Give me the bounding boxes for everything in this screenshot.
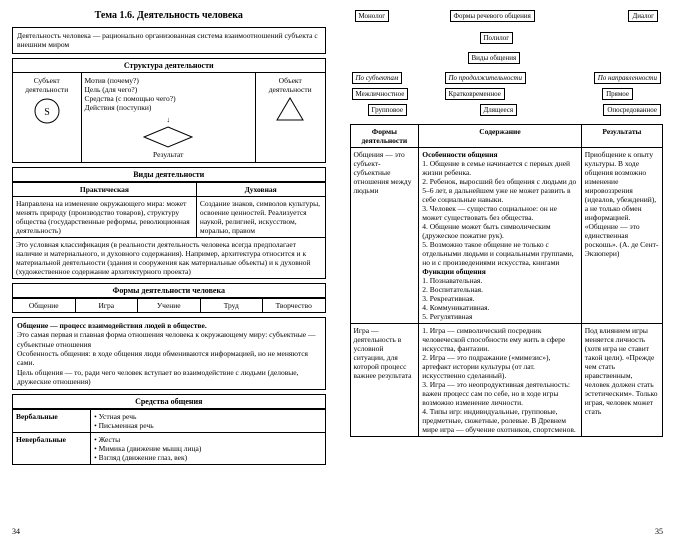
types-title: Виды деятельности <box>12 167 326 182</box>
comm-p2: Особенность общения: в ходе общения люди… <box>17 349 321 368</box>
mediated: Опосредованное <box>603 104 661 116</box>
comm-p3: Цель общения — то, ради чего человек вст… <box>17 368 321 387</box>
r1c1: Общения — это субъект-субъектные отношен… <box>350 148 419 324</box>
verbal-items: • Устная речь • Письменная речь <box>91 410 325 433</box>
spiritual-head: Духовная <box>196 182 325 196</box>
r1c2h: Особенности общения <box>422 150 578 159</box>
th-forms: Формы деятельности <box>350 125 419 148</box>
structure-title: Структура деятельности <box>13 59 325 73</box>
by-subj: По субъектам <box>352 72 403 84</box>
form-4: Труд <box>201 299 264 312</box>
by-dur: По продолжительности <box>445 72 527 84</box>
practical-head: Практическая <box>13 182 197 196</box>
page-number-left: 34 <box>12 527 20 536</box>
polylog-node: Полилог <box>480 32 514 44</box>
means-table: Вербальные • Устная речь • Письменная ре… <box>12 409 326 465</box>
rhombus-icon <box>143 126 193 148</box>
topic-title: Тема 1.6. Деятельность человека <box>12 10 326 21</box>
forms-row: Общение Игра Учение Труд Творчество <box>12 298 326 313</box>
motive: Мотив (почему?) <box>85 76 252 85</box>
nonverbal-label: Невербальные <box>13 433 91 465</box>
r2c2: 1. Игра — символический посредник челове… <box>419 324 582 437</box>
result: Результат <box>85 150 252 159</box>
content-table: Формы деятельности Содержание Результаты… <box>350 124 664 437</box>
page-right: Монолог Формы речевого общения Диалог По… <box>338 0 675 540</box>
comm-def: Общение — процесс взаимодействия людей в… <box>17 321 321 330</box>
interpersonal: Межличностное <box>352 88 409 100</box>
th-results: Результаты <box>581 125 662 148</box>
r1c2f: Функции общения <box>422 267 578 276</box>
goal: Цель (для чего?) <box>85 85 252 94</box>
form-5: Творчество <box>263 299 325 312</box>
monolog-node: Монолог <box>355 10 390 22</box>
forms-speech-node: Формы речевого общения <box>450 10 535 22</box>
direct: Прямое <box>602 88 633 100</box>
definition-box: Деятельность человека — рационально орга… <box>12 27 326 54</box>
subject-label: Субъект деятельности <box>16 76 78 94</box>
th-content: Содержание <box>419 125 582 148</box>
short: Кратковременное <box>445 88 505 100</box>
structure-block: Структура деятельности Субъект деятельно… <box>12 58 326 163</box>
definition-text: Деятельность человека — рационально орга… <box>17 31 318 49</box>
circle-icon: S <box>32 96 62 126</box>
verbal-label: Вербальные <box>13 410 91 433</box>
form-1: Общение <box>13 299 76 312</box>
nonverbal-items: • Жесты • Мимика (движение мышц лица) • … <box>91 433 325 465</box>
by-dir: По направленности <box>594 72 661 84</box>
object-label: Объект деятельности <box>259 76 322 94</box>
spiritual-cell: Создание знаков, символов культуры, осво… <box>196 196 325 237</box>
r1c2t: 1. Общение в семье начинается с первых д… <box>422 159 578 267</box>
r1c2fl: 1. Познавательная. 2. Воспитательная. 3.… <box>422 276 578 321</box>
page-number-right: 35 <box>655 527 663 536</box>
r2c3: Под влиянием игры меняется личность (хот… <box>581 324 662 437</box>
form-2: Игра <box>76 299 139 312</box>
r2c1: Игра — деятельность в условной ситуации,… <box>350 324 419 437</box>
page-left: Тема 1.6. Деятельность человека Деятельн… <box>0 0 338 540</box>
dialog-node: Диалог <box>628 10 658 22</box>
speech-diagram: Монолог Формы речевого общения Диалог По… <box>350 10 664 120</box>
svg-text:S: S <box>44 107 50 118</box>
long: Длящееся <box>480 104 518 116</box>
types-note: Это условная классификация (в реальности… <box>13 237 326 278</box>
means-title: Средства общения <box>12 394 326 409</box>
r1c3: Приобщение к опыту культуры. В ходе обще… <box>581 148 662 324</box>
action: Действия (поступки) <box>85 103 252 112</box>
types-table: ПрактическаяДуховная Направлена на измен… <box>12 182 326 279</box>
means: Средства (с помощью чего?) <box>85 94 252 103</box>
communication-box: Общение — процесс взаимодействия людей в… <box>12 317 326 391</box>
form-3: Учение <box>138 299 201 312</box>
group: Групповое <box>368 104 407 116</box>
forms-title: Формы деятельности человека <box>12 283 326 298</box>
comm-p1: Это самая первая и главная форма отношен… <box>17 330 321 349</box>
r1c2: Особенности общения 1. Общение в семье н… <box>419 148 582 324</box>
types-comm-node: Виды общения <box>468 52 521 64</box>
practical-cell: Направлена на изменение окружающего мира… <box>13 196 197 237</box>
triangle-icon <box>275 96 305 122</box>
